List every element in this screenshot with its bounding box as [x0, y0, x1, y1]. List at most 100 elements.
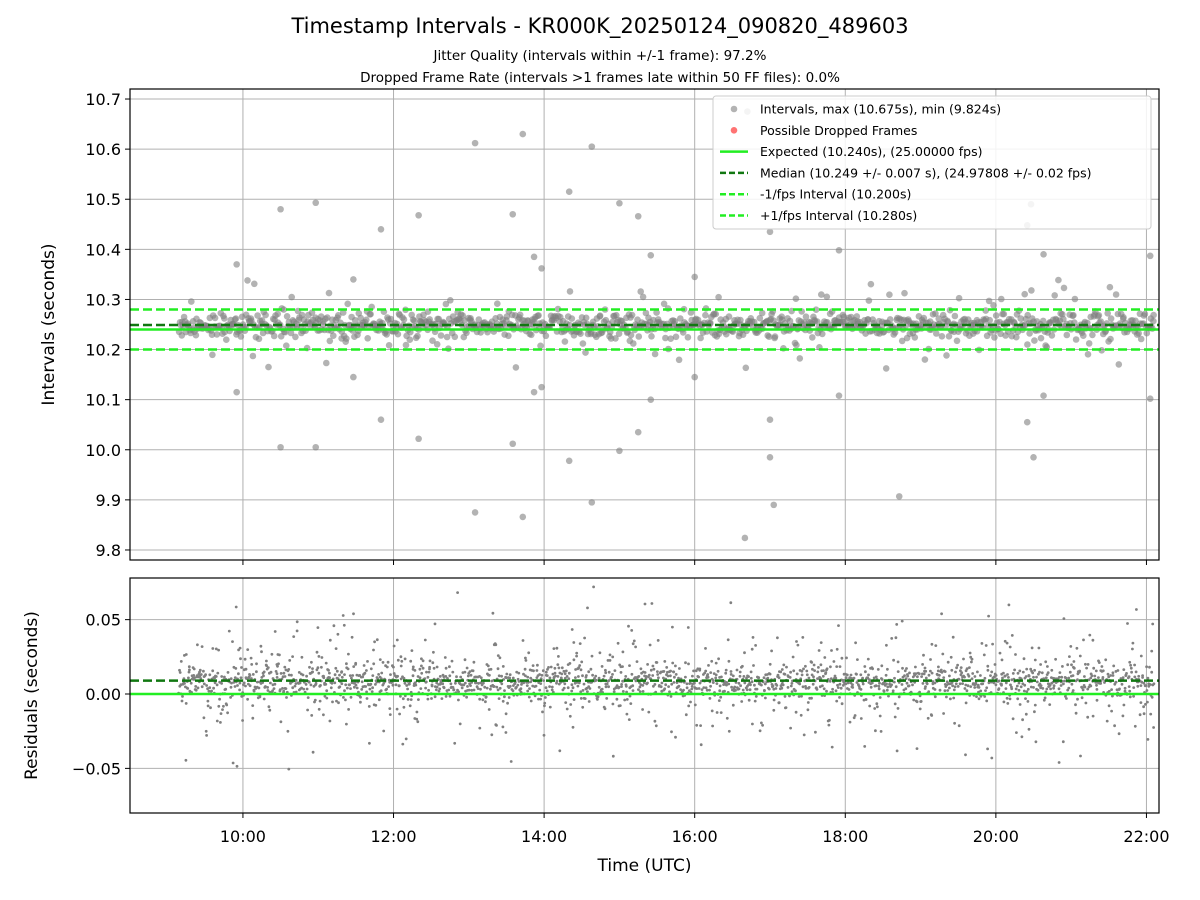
residual-point	[1128, 689, 1132, 693]
interval-outlier-point	[471, 139, 479, 147]
interval-outlier-point	[835, 247, 843, 254]
residual-point	[819, 677, 823, 680]
residual-point	[641, 684, 645, 687]
residual-point	[371, 674, 375, 677]
residual-point	[648, 643, 652, 647]
residual-point	[1022, 657, 1026, 661]
interval-point	[712, 310, 719, 318]
residual-point	[1138, 713, 1142, 717]
interval-outlier-point	[766, 228, 774, 236]
residual-point	[403, 657, 407, 661]
residual-point	[741, 688, 745, 692]
residual-point	[556, 675, 560, 678]
residual-point	[851, 686, 855, 689]
interval-point	[1112, 291, 1120, 298]
residual-point	[1072, 666, 1076, 670]
residual-point	[627, 624, 630, 628]
residual-point	[399, 655, 403, 659]
residual-point	[498, 686, 502, 690]
residual-point	[983, 676, 987, 680]
interval-point	[911, 334, 919, 341]
residual-point	[531, 664, 535, 667]
residual-point	[1139, 701, 1143, 704]
interval-point	[363, 316, 370, 324]
residual-point	[497, 697, 501, 700]
residual-point	[1035, 680, 1039, 684]
residual-point	[723, 689, 726, 693]
residual-point	[283, 665, 287, 669]
residual-point	[724, 671, 728, 675]
residual-point	[343, 689, 346, 693]
residual-point	[438, 682, 442, 686]
residual-point	[577, 675, 580, 678]
interval-outlier-point	[588, 499, 596, 506]
interval-point	[339, 309, 347, 316]
residual-point	[686, 626, 690, 629]
residual-point	[871, 667, 874, 671]
residual-point	[349, 695, 353, 699]
residual-point	[1086, 715, 1090, 719]
residual-point	[555, 681, 558, 685]
residual-point	[834, 689, 838, 693]
residual-point	[352, 612, 355, 616]
residual-point	[1099, 682, 1102, 685]
legend-box	[712, 95, 1152, 230]
residual-point	[1052, 684, 1056, 688]
residual-point	[917, 672, 921, 676]
residual-point	[427, 670, 431, 674]
residual-point	[505, 672, 509, 676]
residual-point	[950, 668, 954, 672]
residual-point	[1109, 674, 1113, 677]
residual-point	[1040, 671, 1044, 675]
residual-point	[651, 664, 655, 668]
residual-point	[483, 685, 487, 689]
residual-point	[798, 682, 802, 686]
residual-point	[589, 667, 593, 671]
residual-point	[275, 672, 279, 676]
residual-point	[535, 669, 539, 672]
residual-point	[671, 661, 675, 665]
interval-point	[684, 334, 692, 341]
residual-point	[864, 670, 867, 674]
interval-point	[344, 300, 352, 308]
residual-point	[874, 684, 878, 688]
residual-point	[1152, 726, 1155, 729]
residual-point	[943, 670, 947, 673]
residual-point	[369, 667, 373, 671]
residual-point	[1033, 658, 1037, 662]
residual-point	[631, 689, 635, 692]
residual-point	[351, 674, 355, 677]
residual-point	[244, 684, 247, 688]
residual-point	[904, 677, 908, 680]
residual-point	[231, 640, 234, 643]
residual-point	[454, 681, 457, 685]
residual-point	[1068, 655, 1071, 658]
residual-point	[734, 689, 737, 692]
residual-point	[433, 622, 437, 626]
residual-point	[435, 665, 439, 669]
residual-point	[906, 674, 910, 678]
residual-point	[385, 687, 388, 691]
top-reference-lines	[130, 308, 1159, 351]
residual-point	[968, 666, 971, 669]
residual-point	[747, 698, 751, 702]
residual-point	[829, 665, 832, 669]
residual-point	[904, 687, 908, 691]
residual-point	[992, 681, 996, 685]
interval-point	[802, 313, 810, 321]
residual-point	[1060, 675, 1064, 679]
interval-point	[516, 311, 524, 319]
residual-point	[866, 676, 870, 680]
residual-point	[359, 700, 362, 704]
interval-point	[582, 314, 590, 322]
residual-point	[965, 689, 969, 693]
residual-point	[886, 667, 889, 671]
residual-point	[897, 695, 901, 699]
residual-point	[672, 681, 676, 684]
interval-point	[1085, 340, 1093, 347]
residual-point	[611, 673, 614, 676]
interval-point	[1051, 292, 1058, 299]
residual-point	[993, 663, 997, 666]
residual-point	[668, 690, 671, 694]
interval-point	[244, 277, 251, 284]
